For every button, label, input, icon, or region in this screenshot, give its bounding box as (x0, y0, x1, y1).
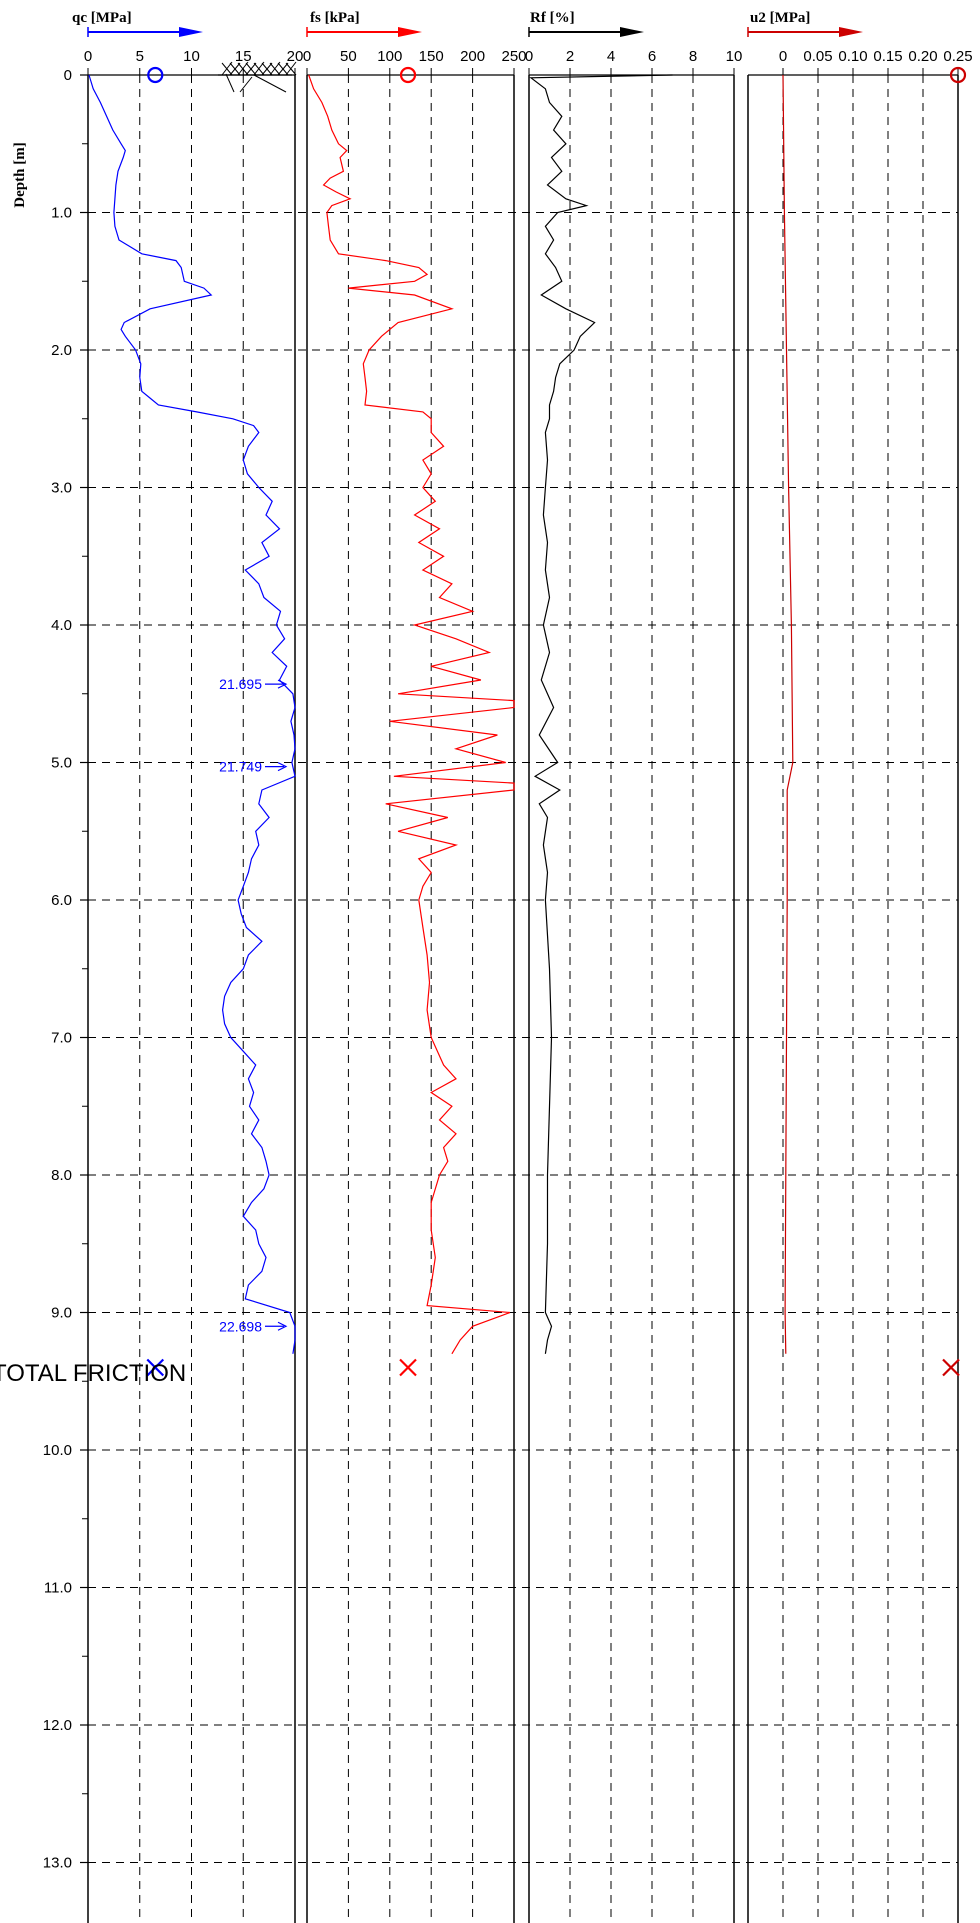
grid-layer (88, 212, 958, 1863)
depth-axis: Depth [m] (12, 142, 28, 207)
offscale-value-label: 22.698 (219, 1318, 262, 1334)
panel-title-rf: Rf [%] (530, 10, 575, 26)
depth-tick-label: 13.0 (43, 1855, 72, 1872)
hatch-symbol (218, 61, 297, 93)
depth-tick-label: 8.0 (51, 1167, 72, 1184)
panel-title-fs: fs [kPa] (310, 10, 360, 26)
hatch-stroke (245, 62, 257, 76)
depth-tick-label: 1.0 (51, 205, 72, 222)
depth-tick-label: 0 (64, 67, 72, 84)
value-tick-label: 0 (779, 48, 787, 65)
panel-title-qc: qc [MPa] (72, 10, 132, 26)
depth-tick-label: 2.0 (51, 342, 72, 359)
hatch-stroke (237, 62, 249, 76)
start-marker-u2 (949, 66, 967, 84)
value-tick-label: 5 (136, 48, 144, 65)
depth-tick-label: 11.0 (44, 1580, 72, 1597)
offscale-value-label: 21.749 (219, 759, 262, 775)
value-tick-label: 0.25 (943, 48, 972, 65)
value-tick-label: 0.10 (838, 48, 867, 65)
value-tick-label: 15 (235, 48, 252, 65)
value-tick-label: 200 (460, 48, 485, 65)
depth-tick-label: 5.0 (51, 755, 72, 772)
value-tick-label: 250 (501, 48, 526, 65)
value-tick-label: 150 (419, 48, 444, 65)
hatch-stroke (239, 76, 253, 93)
profile-line-fs (308, 74, 515, 1355)
depth-tick-label: 10.0 (43, 1442, 72, 1459)
depth-ticks: 0 1.0 2.0 3.0 4.0 5.0 6.0 7.0 8.0 9.0 10.0 11.0 12.0… (43, 67, 88, 1872)
profile-line-u2 (782, 74, 794, 1354)
offscale-arrowhead (277, 762, 288, 772)
panel-qc: 0 5 10 15 20 qc [MPa] 21.695 21.749 22.698 (72, 10, 303, 1923)
value-tick-label: 4 (607, 48, 615, 65)
value-tick-label: 10 (726, 48, 743, 65)
panel-arrow-head (839, 27, 863, 37)
end-marker-fs (399, 1358, 417, 1377)
depth-tick-label: 6.0 (51, 892, 72, 909)
depth-tick-label: 9.0 (51, 1305, 72, 1322)
hatch-stroke (277, 62, 289, 76)
depth-tick-label: 12.0 (43, 1717, 72, 1734)
value-tick-label: 0.20 (908, 48, 937, 65)
depth-tick-label: 7.0 (51, 1030, 72, 1047)
panel-u2: 0 0.05 0.10 0.15 0.20 0.25 u2 [MPa] (747, 10, 973, 1923)
value-tick-label: 0.05 (803, 48, 832, 65)
value-tick-label: 20 (287, 48, 304, 65)
offscale-value-label: 21.695 (219, 676, 262, 692)
depth-tick-label: 4.0 (51, 617, 72, 634)
panel-title-u2: u2 [MPa] (750, 10, 810, 26)
profile-line-rf (529, 74, 673, 1354)
offscale-arrowhead (277, 1321, 288, 1331)
end-marker-qc (146, 1358, 165, 1377)
hatch-stroke (269, 62, 281, 76)
panel-arrow-head (179, 27, 203, 37)
panel-arrow-head (620, 27, 644, 37)
depth-tick-label: 3.0 (51, 480, 72, 497)
hatch-stroke (229, 62, 241, 76)
panel-fs: 0 50 100 150 200 250 fs [kPa] (303, 10, 527, 1923)
value-tick-label: 50 (340, 48, 357, 65)
hatch-stroke (225, 73, 235, 93)
start-marker-qc (147, 66, 164, 84)
value-tick-label: 2 (566, 48, 574, 65)
hatch-stroke (285, 62, 297, 76)
value-tick-label: 0 (84, 48, 92, 65)
panel-rf: 0 2 4 6 8 10 Rf [%] (525, 10, 743, 1923)
hatch-stroke (253, 74, 287, 93)
value-tick-label: 0 (303, 48, 311, 65)
hatch-stroke (261, 62, 273, 76)
offscale-arrowhead (277, 679, 288, 689)
value-tick-label: 6 (648, 48, 656, 65)
depth-axis-title: Depth [m] (12, 142, 28, 207)
profile-line-qc (88, 74, 296, 1354)
panel-arrow-head (398, 27, 422, 37)
value-tick-label: 0 (525, 48, 533, 65)
total-friction-label: TOTAL FRICTION (0, 1360, 186, 1387)
value-tick-label: 8 (689, 48, 697, 65)
start-marker-fs (399, 66, 417, 84)
end-marker-u2 (942, 1358, 960, 1377)
hatch-stroke (253, 62, 265, 76)
value-tick-label: 100 (377, 48, 402, 65)
value-tick-label: 10 (183, 48, 200, 65)
hatch-stroke (221, 62, 233, 76)
value-tick-label: 0.15 (873, 48, 902, 65)
